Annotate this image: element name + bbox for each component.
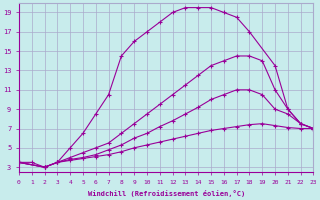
X-axis label: Windchill (Refroidissement éolien,°C): Windchill (Refroidissement éolien,°C) — [88, 190, 245, 197]
